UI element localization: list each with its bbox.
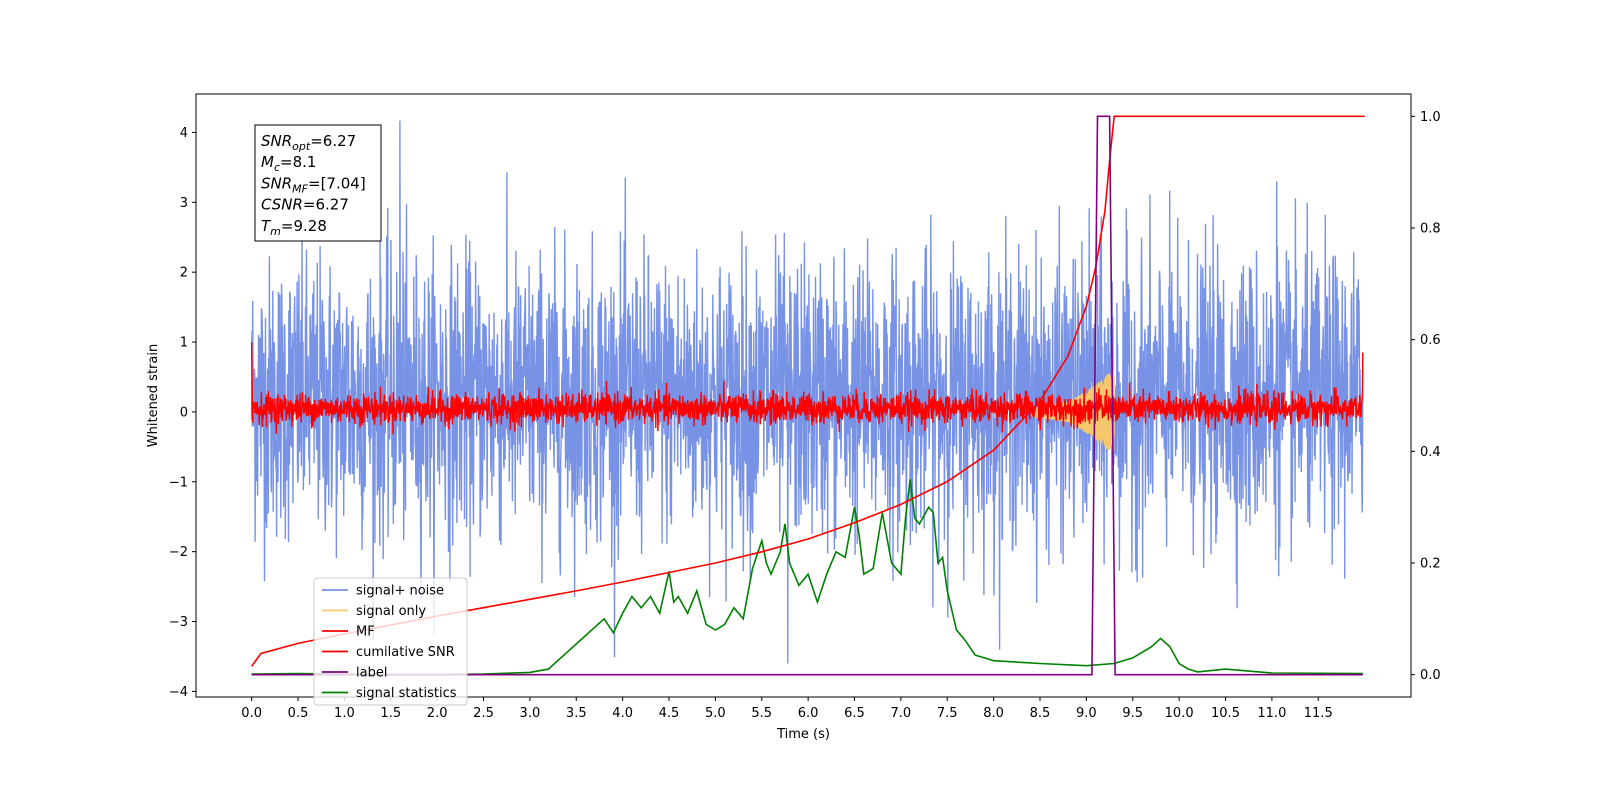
x-tick-label: 2.0 <box>427 706 448 721</box>
series-label <box>251 115 1363 676</box>
legend-frame <box>313 577 468 706</box>
legend: signal+ noise signal only MF cumilative SNR… <box>313 577 468 706</box>
x-tick-label: 10.0 <box>1165 706 1194 721</box>
series-layer <box>250 115 1365 676</box>
x-axis: 0.0 0.5 1.0 1.5 2.0 2.5 3.0 3.5 4.0 4.5 5.0 5.5 6.0 6… <box>241 697 1333 721</box>
x-tick-label: 2.5 <box>473 706 494 721</box>
x-tick-label: 1.0 <box>334 706 355 721</box>
left-y-axis-label: Whitened strain <box>146 344 161 447</box>
left-y-tick-label: 0 <box>180 405 188 420</box>
x-tick-label: 6.5 <box>844 706 865 721</box>
x-tick-label: 9.5 <box>1122 706 1143 721</box>
x-tick-label: 4.0 <box>612 706 633 721</box>
right-y-tick-label: 0.4 <box>1420 445 1441 460</box>
x-tick-label: 8.5 <box>1030 706 1051 721</box>
x-tick-label: 8.0 <box>983 706 1004 721</box>
x-tick-label: 7.0 <box>891 706 912 721</box>
left-y-tick-label: −1 <box>169 475 188 490</box>
left-y-tick-label: −2 <box>169 545 188 560</box>
x-tick-label: 1.5 <box>380 706 401 721</box>
left-y-axis: 4 3 2 1 0 −1 −2 −3 −4 <box>169 126 196 700</box>
right-y-tick-label: 0.0 <box>1420 668 1441 683</box>
series-signal-noise <box>250 120 1364 664</box>
x-tick-label: 5.0 <box>705 706 726 721</box>
left-y-tick-label: 2 <box>180 266 188 281</box>
legend-label: signal only <box>356 604 426 619</box>
series-mf <box>250 341 1364 435</box>
axes-frame <box>195 93 1412 698</box>
legend-label: signal statistics <box>356 686 457 701</box>
x-tick-label: 3.5 <box>566 706 587 721</box>
x-tick-label: 11.0 <box>1257 706 1286 721</box>
x-tick-label: 5.5 <box>751 706 772 721</box>
x-tick-label: 0.0 <box>241 706 262 721</box>
left-y-tick-label: 4 <box>180 126 188 141</box>
left-y-tick-label: 1 <box>180 336 188 351</box>
right-y-tick-label: 0.6 <box>1420 333 1441 348</box>
x-tick-label: 6.0 <box>798 706 819 721</box>
legend-label: signal+ noise <box>356 584 444 599</box>
x-tick-label: 3.0 <box>520 706 541 721</box>
info-line: Tm=9.28 <box>261 217 327 238</box>
left-y-tick-label: −3 <box>169 615 188 630</box>
x-tick-label: 4.5 <box>659 706 680 721</box>
right-y-tick-label: 0.2 <box>1420 557 1441 572</box>
right-y-tick-label: 1.0 <box>1420 110 1441 125</box>
right-y-tick-label: 0.8 <box>1420 222 1441 237</box>
legend-label: label <box>356 666 387 681</box>
legend-label: MF <box>356 625 375 640</box>
info-box-frame <box>254 124 382 242</box>
series-signal-statistics <box>251 479 1363 676</box>
x-tick-label: 10.5 <box>1211 706 1240 721</box>
left-y-tick-label: −4 <box>169 685 188 700</box>
legend-label: cumilative SNR <box>356 645 455 660</box>
info-line: CSNR=6.27 <box>261 196 349 214</box>
right-y-axis: 1.0 0.8 0.6 0.4 0.2 0.0 <box>1411 110 1441 683</box>
x-tick-label: 11.5 <box>1304 706 1333 721</box>
x-tick-label: 0.5 <box>288 706 309 721</box>
info-line: Mc=8.1 <box>261 153 316 174</box>
info-line: SNRMF=[7.04] <box>261 174 366 195</box>
x-axis-label: Time (s) <box>776 727 830 742</box>
x-tick-label: 9.0 <box>1076 706 1097 721</box>
info-line: SNRopt=6.27 <box>261 132 356 153</box>
left-y-tick-label: 3 <box>180 196 188 211</box>
x-tick-label: 7.5 <box>937 706 958 721</box>
